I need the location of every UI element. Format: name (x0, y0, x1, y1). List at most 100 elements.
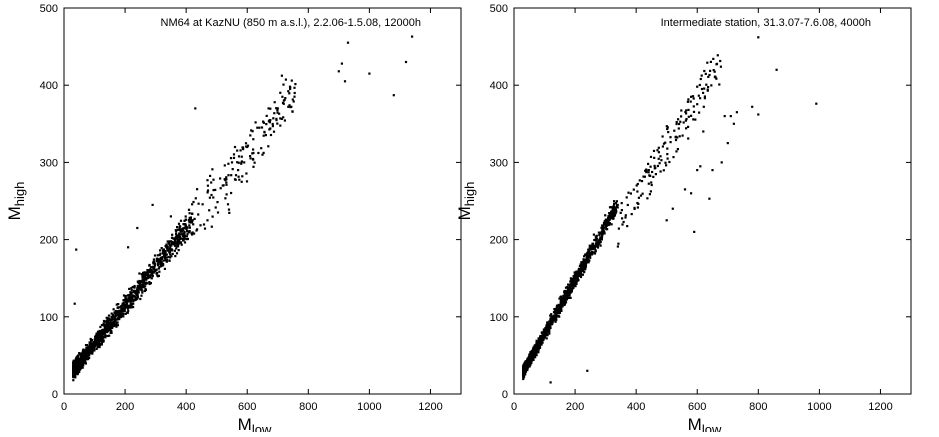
data-point (81, 362, 85, 365)
data-point (110, 326, 114, 329)
data-point (114, 318, 117, 321)
data-point (130, 292, 133, 296)
data-point (188, 224, 191, 227)
data-point (102, 339, 105, 343)
data-point (140, 273, 143, 276)
data-point (526, 359, 529, 362)
data-point (610, 213, 613, 216)
data-point (552, 317, 556, 320)
chart-annotation: NM64 at KazNU (850 m a.s.l.), 2.2.06-1.5… (161, 17, 421, 29)
data-point (166, 247, 169, 250)
data-point (127, 246, 130, 249)
data-point (604, 225, 607, 228)
data-point (85, 348, 88, 351)
data-point (111, 317, 114, 320)
data-point (575, 275, 578, 278)
data-point (582, 263, 585, 267)
data-point (544, 334, 547, 337)
data-point (622, 220, 625, 224)
data-point (293, 95, 296, 98)
data-point (567, 294, 570, 297)
data-point (535, 347, 538, 350)
data-point (102, 336, 105, 339)
data-point (368, 72, 371, 75)
data-point (264, 134, 267, 137)
data-point (246, 145, 249, 149)
y-tick-label: 400 (490, 80, 508, 92)
data-point (118, 316, 121, 319)
data-point (106, 325, 109, 328)
data-point (131, 291, 134, 294)
data-point (72, 373, 75, 376)
data-point (545, 327, 548, 330)
scatter-points (522, 36, 818, 384)
data-point (82, 359, 85, 362)
data-point (602, 229, 605, 232)
data-point (685, 118, 688, 121)
data-point (547, 322, 550, 326)
data-point (186, 233, 189, 236)
data-point (188, 212, 191, 215)
data-point (729, 115, 732, 118)
data-point (610, 211, 613, 214)
data-point (89, 337, 92, 341)
data-point (715, 77, 718, 80)
data-point (555, 312, 558, 315)
data-point (290, 79, 293, 82)
y-tick-label: 0 (52, 389, 58, 401)
data-point (661, 145, 664, 148)
data-point (572, 278, 575, 281)
y-tick-label: 500 (40, 3, 58, 15)
data-point (128, 298, 131, 301)
data-point (559, 295, 562, 299)
data-point (538, 341, 542, 344)
data-point (212, 196, 215, 199)
data-point (78, 362, 81, 366)
data-point (214, 206, 217, 209)
data-point (212, 189, 215, 192)
data-point (674, 138, 678, 142)
data-point (225, 181, 228, 184)
data-point (116, 311, 119, 314)
data-point (227, 174, 230, 177)
data-point (600, 227, 603, 230)
data-point (175, 232, 178, 235)
data-point (581, 267, 584, 270)
data-point (599, 240, 602, 243)
data-point (232, 156, 236, 159)
data-point (815, 102, 818, 105)
data-point (630, 213, 633, 216)
data-point (566, 286, 569, 289)
data-point (156, 272, 159, 275)
data-point (121, 304, 124, 307)
data-point (98, 331, 101, 334)
data-point (173, 239, 177, 242)
data-point (188, 216, 191, 220)
data-point (535, 339, 538, 342)
data-point (664, 161, 667, 164)
data-point (645, 171, 648, 174)
data-point (144, 288, 147, 291)
data-point (112, 324, 115, 327)
data-point (712, 57, 715, 60)
data-point (532, 358, 535, 361)
data-point (140, 294, 143, 297)
data-point (124, 312, 127, 315)
data-point (577, 269, 580, 272)
data-point (411, 35, 414, 38)
data-point (679, 120, 682, 123)
data-point (83, 351, 86, 354)
data-point (638, 179, 641, 182)
data-point (147, 274, 150, 277)
data-point (565, 295, 569, 298)
data-point (192, 223, 195, 226)
data-point (607, 217, 610, 220)
data-point (77, 367, 80, 370)
x-tick-label: 1000 (357, 401, 381, 413)
data-point (148, 281, 151, 284)
data-point (79, 357, 82, 360)
data-point (568, 292, 571, 295)
data-point (182, 234, 185, 237)
data-point (106, 334, 109, 338)
y-tick-label: 100 (490, 312, 508, 324)
